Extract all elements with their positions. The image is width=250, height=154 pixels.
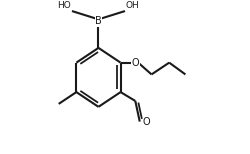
- Text: B: B: [95, 16, 102, 26]
- Text: OH: OH: [126, 1, 140, 10]
- Text: HO: HO: [58, 1, 71, 10]
- Text: O: O: [143, 117, 150, 127]
- Text: O: O: [132, 58, 139, 68]
